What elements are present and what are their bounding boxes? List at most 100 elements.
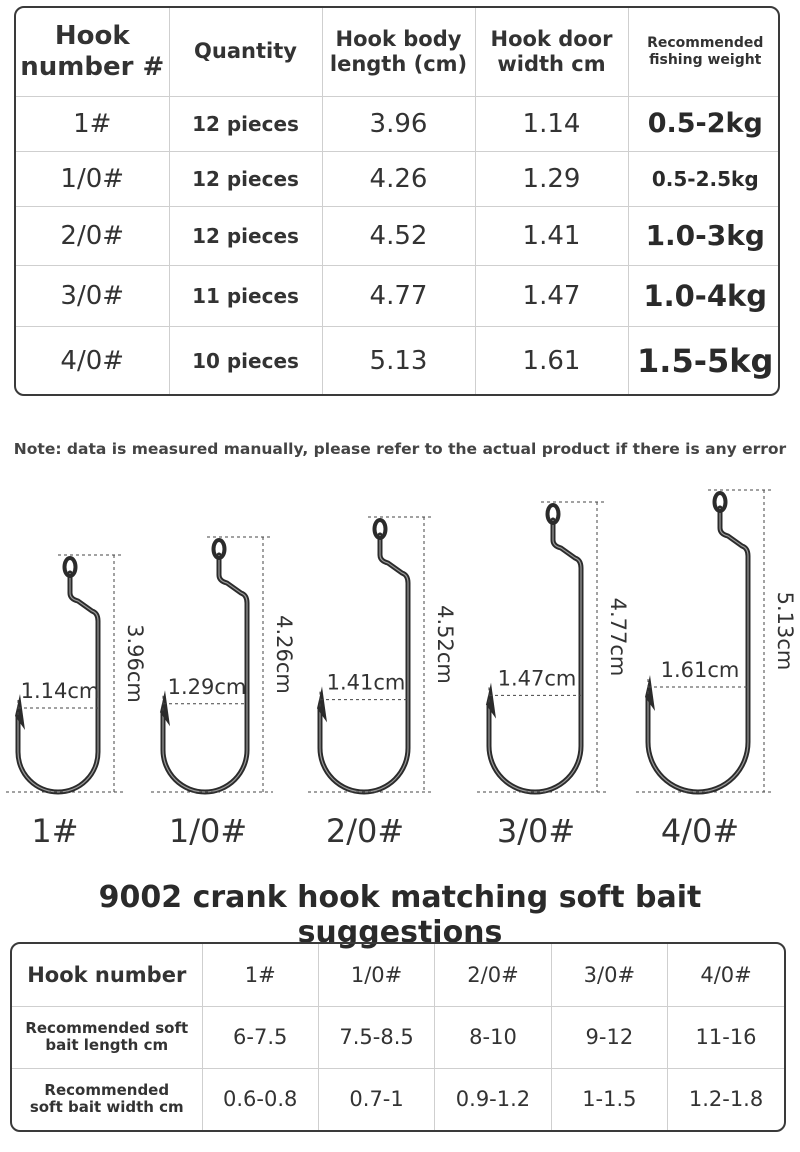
table-row: 3/0# 11 pieces 4.77 1.47 1.0-4kg [16,265,778,328]
quantity-cell: 12 pieces [168,95,323,153]
weight-cell: 0.5-2kg [627,95,778,153]
header-body-length: Hook body length (cm) [321,8,476,97]
hook-highlight [162,555,248,793]
body-length-cell: 4.26 [321,151,476,207]
bait-width-cell: 0.6-0.8 [201,1067,319,1130]
hook-highlight [319,535,409,793]
bait-width-cell: 0.7-1 [317,1067,436,1130]
table-row: 4/0# 10 pieces 5.13 1.61 1.5-5kg [16,326,778,394]
hook-wire [160,552,250,795]
width-label: 1.14cm [21,679,100,703]
weight-cell: 1.0-3kg [627,205,778,267]
body-length-cell: 4.52 [321,205,476,267]
hook-barb [645,675,655,711]
hook-figure: 1.47cm 4.77cm 3/0# [477,501,630,850]
hook-number-cell: 1# [16,95,170,153]
bait-hook-number: 1# [201,944,319,1007]
bait-hook-number: 1/0# [317,944,436,1007]
hook-number-cell: 2/0# [16,205,170,267]
bait-length-cell: 8-10 [434,1005,552,1069]
hook-eye [62,556,78,578]
hook-number-label: 4/0# [661,812,739,850]
hooks-illustration: 1.14cm 3.96cm 1# 1.29cm 4.26cm 1/0# 1.41cm 4.52… [6,489,797,850]
bait-length-cell: 7.5-8.5 [317,1005,436,1069]
hook-number-label: 2/0# [326,812,404,850]
length-label: 4.77cm [606,598,630,677]
width-label: 1.41cm [327,671,406,695]
door-width-cell: 1.47 [474,265,629,328]
hook-wire [645,505,751,795]
length-label: 4.26cm [272,615,296,694]
bait-width-cell: 1-1.5 [550,1067,669,1130]
quantity-cell: 12 pieces [168,205,323,267]
door-width-cell: 1.14 [474,95,629,153]
hook-wire [486,517,584,795]
bait-width-cell: 1.2-1.8 [667,1067,784,1130]
bait-length-label: Recommended soft bait length cm [12,1005,203,1069]
body-length-cell: 3.96 [321,95,476,153]
bait-header-label: Hook number [12,944,203,1007]
bait-width-label: Recommended soft bait width cm [12,1067,203,1130]
header-hook-number: Hook number # [16,8,170,97]
measurement-note: Note: data is measured manually, please … [13,440,787,458]
bait-length-cell: 9-12 [550,1005,669,1069]
header-quantity: Quantity [168,8,323,97]
body-length-cell: 4.77 [321,265,476,328]
spec-header-row: Hook number # Quantity Hook body length … [16,8,778,97]
bait-header-row: Hook number 1# 1/0# 2/0# 3/0# 4/0# [12,944,784,1007]
spec-table: Hook number # Quantity Hook body length … [14,6,780,396]
table-row: 1/0# 12 pieces 4.26 1.29 0.5-2.5kg [16,151,778,207]
weight-cell: 1.5-5kg [627,326,778,394]
hook-barb [486,682,496,719]
hook-highlight [647,508,749,793]
hook-wire [317,532,411,795]
length-label: 4.52cm [433,605,457,684]
hook-highlight [17,573,99,793]
table-row: 2/0# 12 pieces 4.52 1.41 1.0-3kg [16,205,778,267]
hook-barb [160,690,170,727]
length-label: 5.13cm [773,592,797,671]
length-label: 3.96cm [123,624,147,703]
quantity-cell: 10 pieces [168,326,323,394]
hook-number-label: 3/0# [497,812,575,850]
bait-hook-number: 3/0# [550,944,669,1007]
bait-length-cell: 11-16 [667,1005,784,1069]
width-label: 1.61cm [661,658,740,682]
hook-eye [545,503,561,525]
bait-section-title: 9002 crank hook matching soft bait sugge… [98,880,702,950]
header-fishing-weight: Recommended fishing weight [627,8,778,97]
bait-length-cell: 6-7.5 [201,1005,319,1069]
body-length-cell: 5.13 [321,326,476,394]
table-row: Recommended soft bait length cm 6-7.5 7.… [12,1005,784,1069]
door-width-cell: 1.61 [474,326,629,394]
hook-figure: 1.14cm 3.96cm 1# [6,554,147,850]
bait-hook-number: 2/0# [434,944,552,1007]
hook-eye [712,491,728,513]
hook-number-label: 1/0# [169,812,247,850]
header-door-width: Hook door width cm [474,8,629,97]
weight-cell: 0.5-2.5kg [627,151,778,207]
hook-figure: 1.61cm 5.13cm 4/0# [636,489,797,850]
quantity-cell: 11 pieces [168,265,323,328]
door-width-cell: 1.41 [474,205,629,267]
hook-eye [372,518,388,540]
bait-hook-number: 4/0# [667,944,784,1007]
door-width-cell: 1.29 [474,151,629,207]
table-row: Recommended soft bait width cm 0.6-0.8 0… [12,1067,784,1130]
hook-number-cell: 1/0# [16,151,170,207]
hook-number-cell: 4/0# [16,326,170,394]
width-label: 1.29cm [168,675,247,699]
weight-cell: 1.0-4kg [627,265,778,328]
hook-number-label: 1# [31,812,78,850]
hook-number-cell: 3/0# [16,265,170,328]
hook-barb [15,694,25,730]
table-row: 1# 12 pieces 3.96 1.14 0.5-2kg [16,95,778,153]
hook-barb [317,686,327,723]
bait-width-cell: 0.9-1.2 [434,1067,552,1130]
quantity-cell: 12 pieces [168,151,323,207]
bait-table: Hook number 1# 1/0# 2/0# 3/0# 4/0# Recom… [10,942,786,1132]
width-label: 1.47cm [498,666,577,690]
hook-figure: 1.29cm 4.26cm 1/0# [151,536,296,850]
hook-eye [211,538,227,560]
hook-figure: 1.41cm 4.52cm 2/0# [308,516,457,850]
